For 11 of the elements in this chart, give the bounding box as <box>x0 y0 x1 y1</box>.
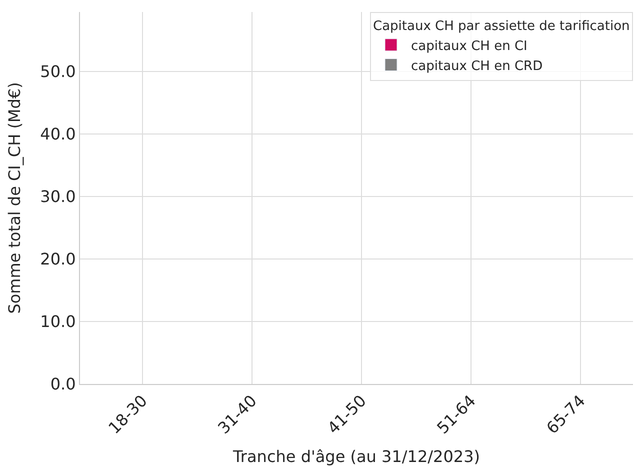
y-tick-label: 50.0 <box>40 62 76 81</box>
legend-label: capitaux CH en CI <box>411 38 528 54</box>
y-tick-label: 0.0 <box>50 374 76 394</box>
y-tick-label: 30.0 <box>40 187 76 206</box>
legend-title: Capitaux CH par assiette de tarification <box>373 18 630 34</box>
legend-label: capitaux CH en CRD <box>411 58 543 74</box>
y-axis-title: Somme total de CI_CH (Md€) <box>5 82 24 314</box>
y-tick-label: 20.0 <box>40 250 76 269</box>
y-tick-label: 10.0 <box>40 312 76 332</box>
y-tick-label: 40.0 <box>40 124 76 144</box>
x-axis-title: Tranche d'âge (au 31/12/2023) <box>232 447 480 466</box>
